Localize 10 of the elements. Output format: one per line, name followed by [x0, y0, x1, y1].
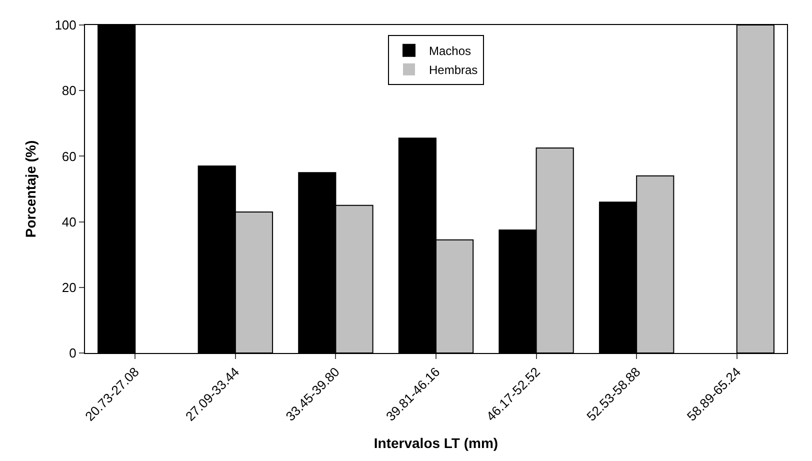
- y-tick-label: 100: [54, 18, 76, 33]
- y-tick-label: 60: [62, 148, 76, 164]
- y-tick-label: 20: [62, 280, 76, 295]
- x-axis-title: Intervalos LT (mm): [374, 435, 498, 452]
- legend-label: Machos: [429, 44, 472, 58]
- y-axis-title: Porcentaje (%): [22, 140, 38, 238]
- legend-label: Hembras: [429, 63, 478, 78]
- y-tick-label: 80: [62, 83, 76, 98]
- y-tick-label: 40: [62, 214, 76, 230]
- y-tick-label: 0: [69, 346, 76, 361]
